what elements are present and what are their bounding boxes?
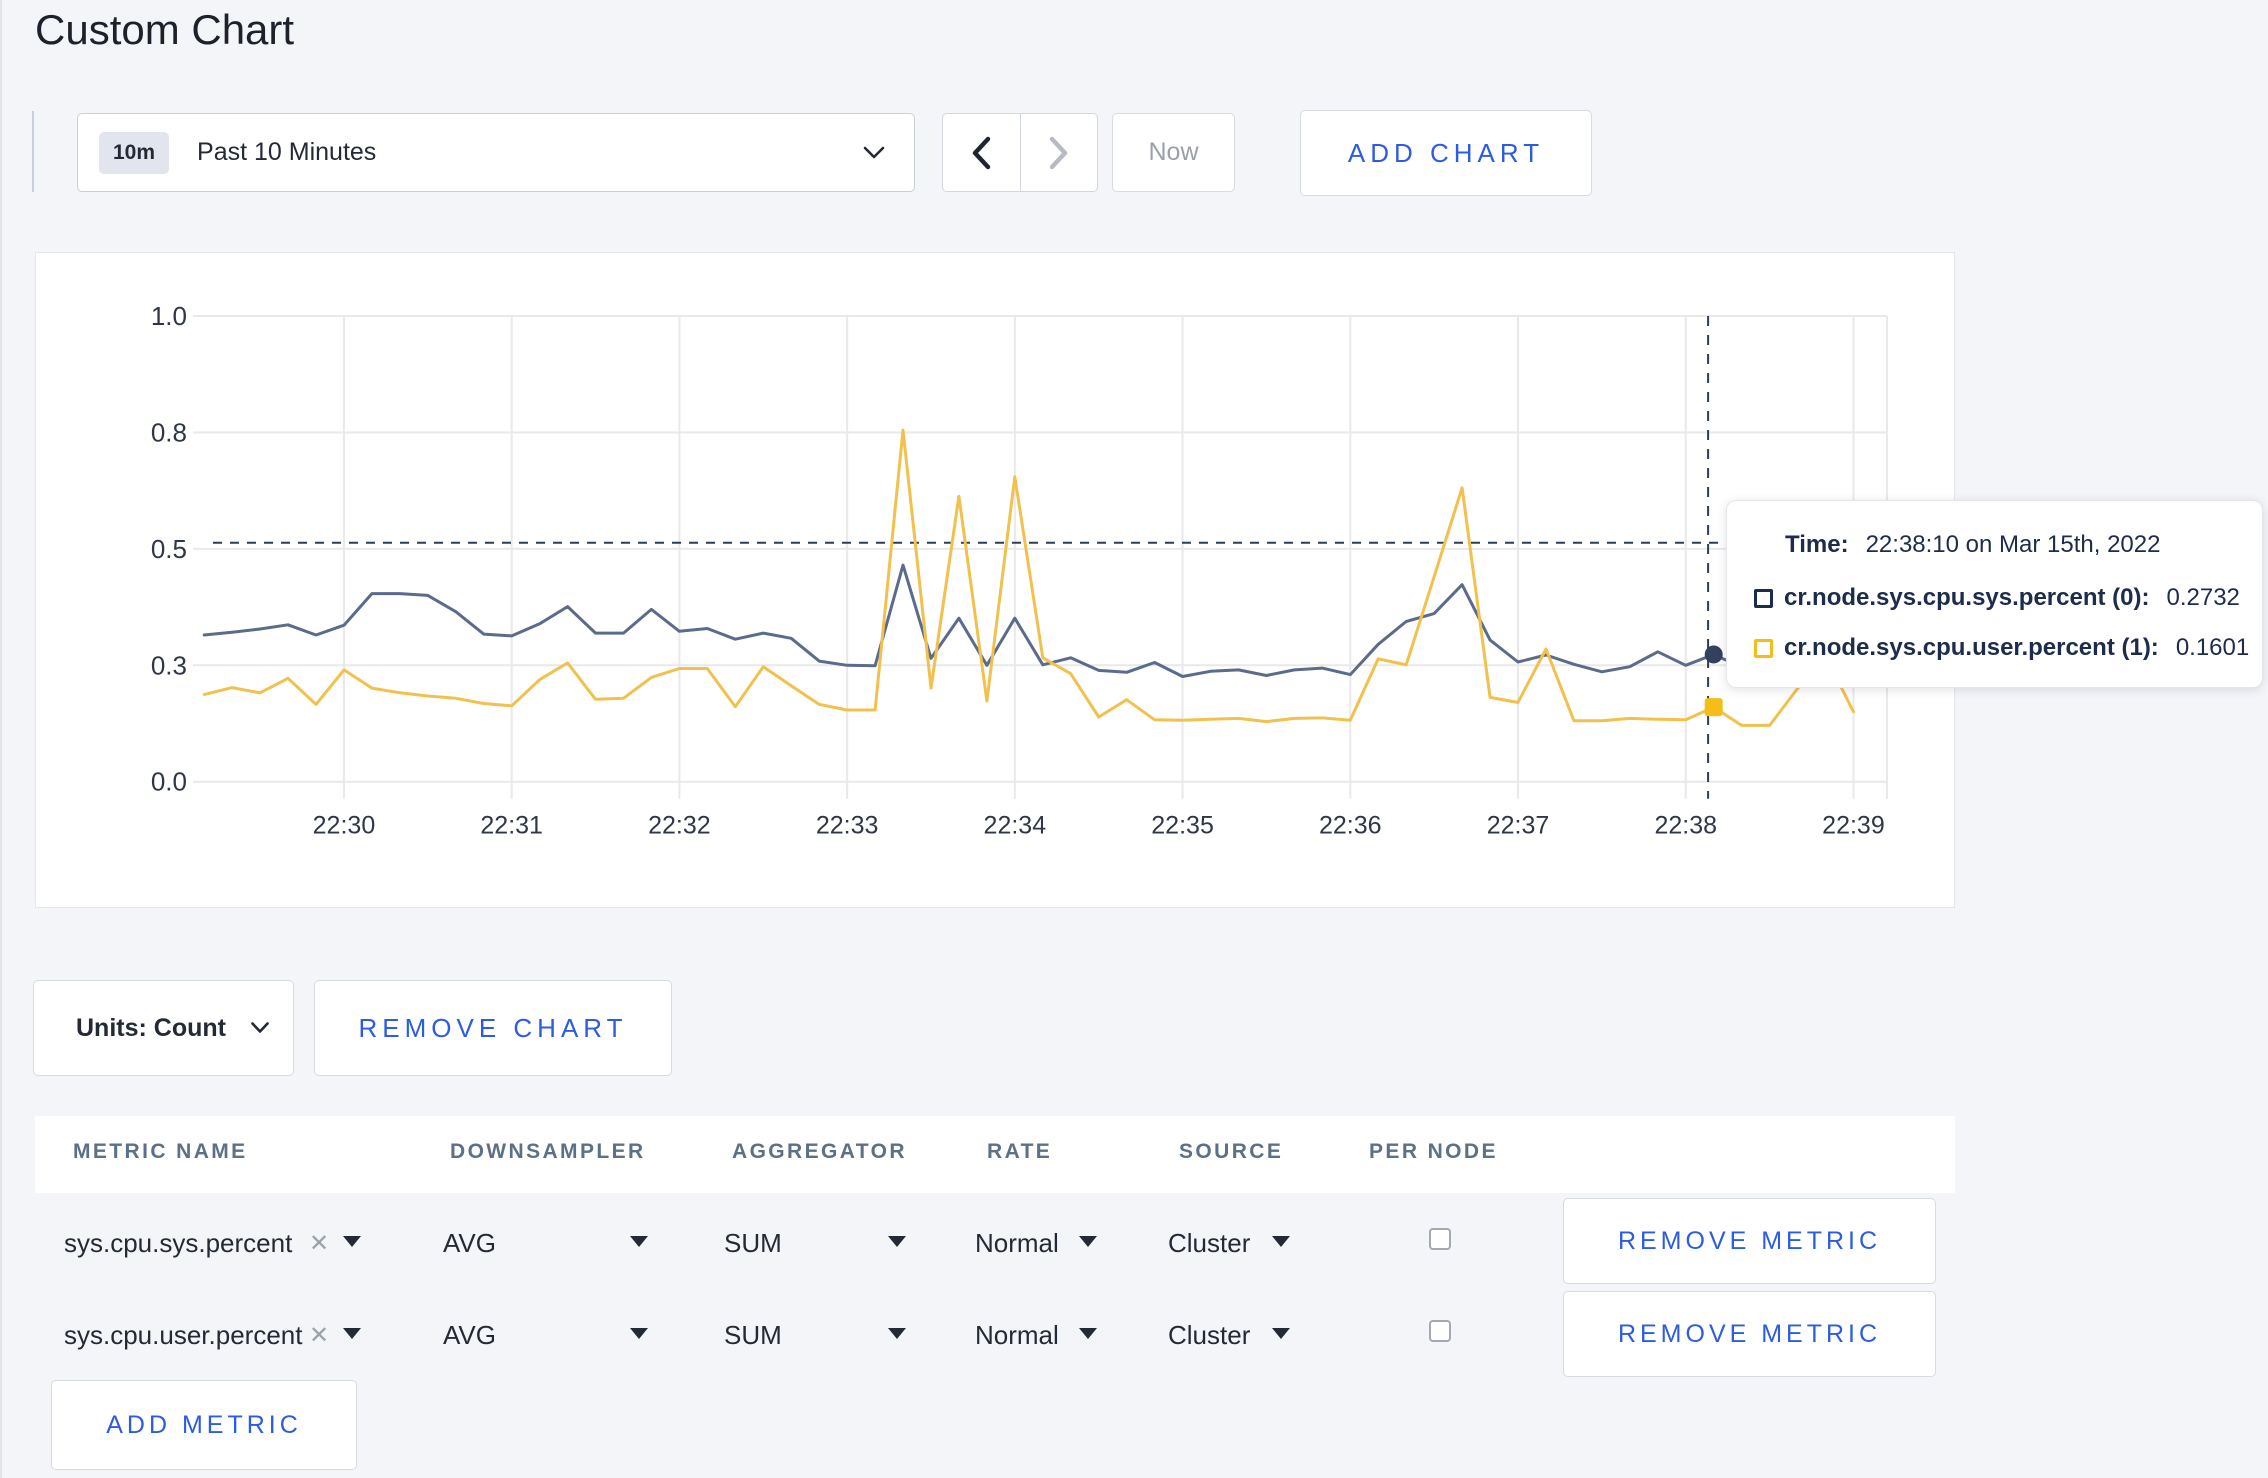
svg-text:22:35: 22:35	[1151, 812, 1214, 840]
aggregator-value[interactable]: SUM	[724, 1320, 782, 1350]
column-header-rate: RATE	[987, 1140, 1053, 1163]
chevron-right-icon	[1049, 136, 1067, 169]
svg-text:22:31: 22:31	[480, 812, 543, 840]
svg-text:1.0: 1.0	[151, 301, 187, 331]
metric-dropdown-caret-icon[interactable]	[343, 1236, 361, 1247]
downsampler-caret-icon[interactable]	[630, 1236, 648, 1247]
downsampler-value[interactable]: AVG	[443, 1320, 496, 1350]
source-value[interactable]: Cluster	[1168, 1228, 1251, 1258]
tooltip-series-label: cr.node.sys.cpu.sys.percent (0):	[1784, 584, 2150, 611]
svg-text:22:37: 22:37	[1487, 812, 1550, 840]
series-user-legend-swatch	[1754, 638, 1773, 658]
per-node-checkbox[interactable]	[1429, 1228, 1451, 1250]
svg-text:22:34: 22:34	[984, 812, 1047, 840]
chevron-left-icon	[973, 136, 991, 169]
svg-text:22:32: 22:32	[648, 812, 711, 840]
time-window-badge: 10m	[99, 131, 170, 174]
source-value[interactable]: Cluster	[1168, 1320, 1251, 1350]
page-title: Custom Chart	[35, 6, 295, 53]
column-header-source: SOURCE	[1179, 1140, 1284, 1163]
svg-text:22:38: 22:38	[1654, 812, 1717, 840]
next-time-button[interactable]	[1021, 114, 1098, 191]
svg-text:22:36: 22:36	[1319, 812, 1382, 840]
downsampler-caret-icon[interactable]	[630, 1328, 648, 1339]
rate-caret-icon[interactable]	[1079, 1328, 1097, 1339]
tooltip-time-value: 22:38:10 on Mar 15th, 2022	[1865, 531, 2161, 558]
svg-text:0.3: 0.3	[151, 650, 187, 680]
source-caret-icon[interactable]	[1272, 1328, 1290, 1339]
source-caret-icon[interactable]	[1272, 1236, 1290, 1247]
metric-dropdown-caret-icon[interactable]	[343, 1328, 361, 1339]
rate-caret-icon[interactable]	[1079, 1236, 1097, 1247]
toolbar-left-rule	[32, 111, 34, 192]
svg-text:22:39: 22:39	[1822, 812, 1885, 840]
add-metric-button[interactable]: ADD METRIC	[51, 1380, 357, 1470]
time-window-label: Past 10 Minutes	[197, 138, 377, 166]
metrics-table-header: METRIC NAME DOWNSAMPLER AGGREGATOR RATE …	[35, 1116, 1955, 1193]
metric-name-value[interactable]: sys.cpu.user.percent	[64, 1320, 303, 1350]
svg-text:22:30: 22:30	[313, 812, 376, 840]
chart-panel[interactable]: 0.0 0.3 0.5 0.8 1.0 22:30 22:31 22:32 22:33 22:34…	[35, 252, 1955, 908]
now-button[interactable]: Now	[1112, 113, 1235, 192]
time-step-buttons	[942, 113, 1098, 192]
metric-row: sys.cpu.user.percent ✕ AVG SUM Normal Cl…	[35, 1290, 1955, 1382]
svg-text:22:33: 22:33	[816, 812, 879, 840]
svg-text:0.0: 0.0	[151, 767, 187, 797]
remove-metric-button[interactable]: REMOVE METRIC	[1563, 1198, 1936, 1284]
column-header-per-node: PER NODE	[1369, 1140, 1498, 1163]
remove-chart-button[interactable]: REMOVE CHART	[314, 980, 672, 1076]
rate-value[interactable]: Normal	[975, 1320, 1059, 1350]
aggregator-caret-icon[interactable]	[888, 1236, 906, 1247]
chevron-down-icon	[251, 1022, 269, 1033]
timeseries-chart: 0.0 0.3 0.5 0.8 1.0 22:30 22:31 22:32 22:33 22:34…	[151, 301, 1888, 840]
rate-value[interactable]: Normal	[975, 1228, 1059, 1258]
downsampler-value[interactable]: AVG	[443, 1228, 496, 1258]
aggregator-caret-icon[interactable]	[888, 1328, 906, 1339]
units-select[interactable]: Units: Count	[33, 980, 294, 1076]
add-chart-button[interactable]: ADD CHART	[1300, 110, 1592, 196]
remove-metric-button[interactable]: REMOVE METRIC	[1563, 1291, 1936, 1377]
column-header-metric-name: METRIC NAME	[73, 1140, 248, 1163]
clear-metric-icon[interactable]: ✕	[309, 1230, 330, 1257]
chevron-down-icon	[863, 146, 885, 159]
svg-text:0.8: 0.8	[151, 417, 187, 447]
clear-metric-icon[interactable]: ✕	[309, 1322, 330, 1349]
column-header-downsampler: DOWNSAMPLER	[450, 1140, 646, 1163]
series-sys-legend-swatch	[1754, 588, 1773, 608]
svg-text:0.5: 0.5	[151, 534, 187, 564]
units-label: Units: Count	[76, 1013, 226, 1042]
per-node-checkbox[interactable]	[1429, 1320, 1451, 1342]
previous-time-button[interactable]	[943, 114, 1021, 191]
chart-tooltip: Time: 22:38:10 on Mar 15th, 2022 cr.node…	[1726, 500, 2263, 688]
tooltip-series-label: cr.node.sys.cpu.user.percent (1):	[1784, 634, 2159, 661]
tooltip-series-value: 0.1601	[2175, 634, 2250, 661]
aggregator-value[interactable]: SUM	[724, 1228, 782, 1258]
column-header-aggregator: AGGREGATOR	[732, 1140, 907, 1163]
tooltip-time-label: Time:	[1785, 531, 1849, 558]
tooltip-series-value: 0.2732	[2166, 584, 2240, 611]
time-window-select[interactable]: 10m Past 10 Minutes	[77, 113, 915, 192]
metric-row: sys.cpu.sys.percent ✕ AVG SUM Normal Clu…	[35, 1198, 1955, 1290]
metric-name-value[interactable]: sys.cpu.sys.percent	[64, 1228, 293, 1258]
